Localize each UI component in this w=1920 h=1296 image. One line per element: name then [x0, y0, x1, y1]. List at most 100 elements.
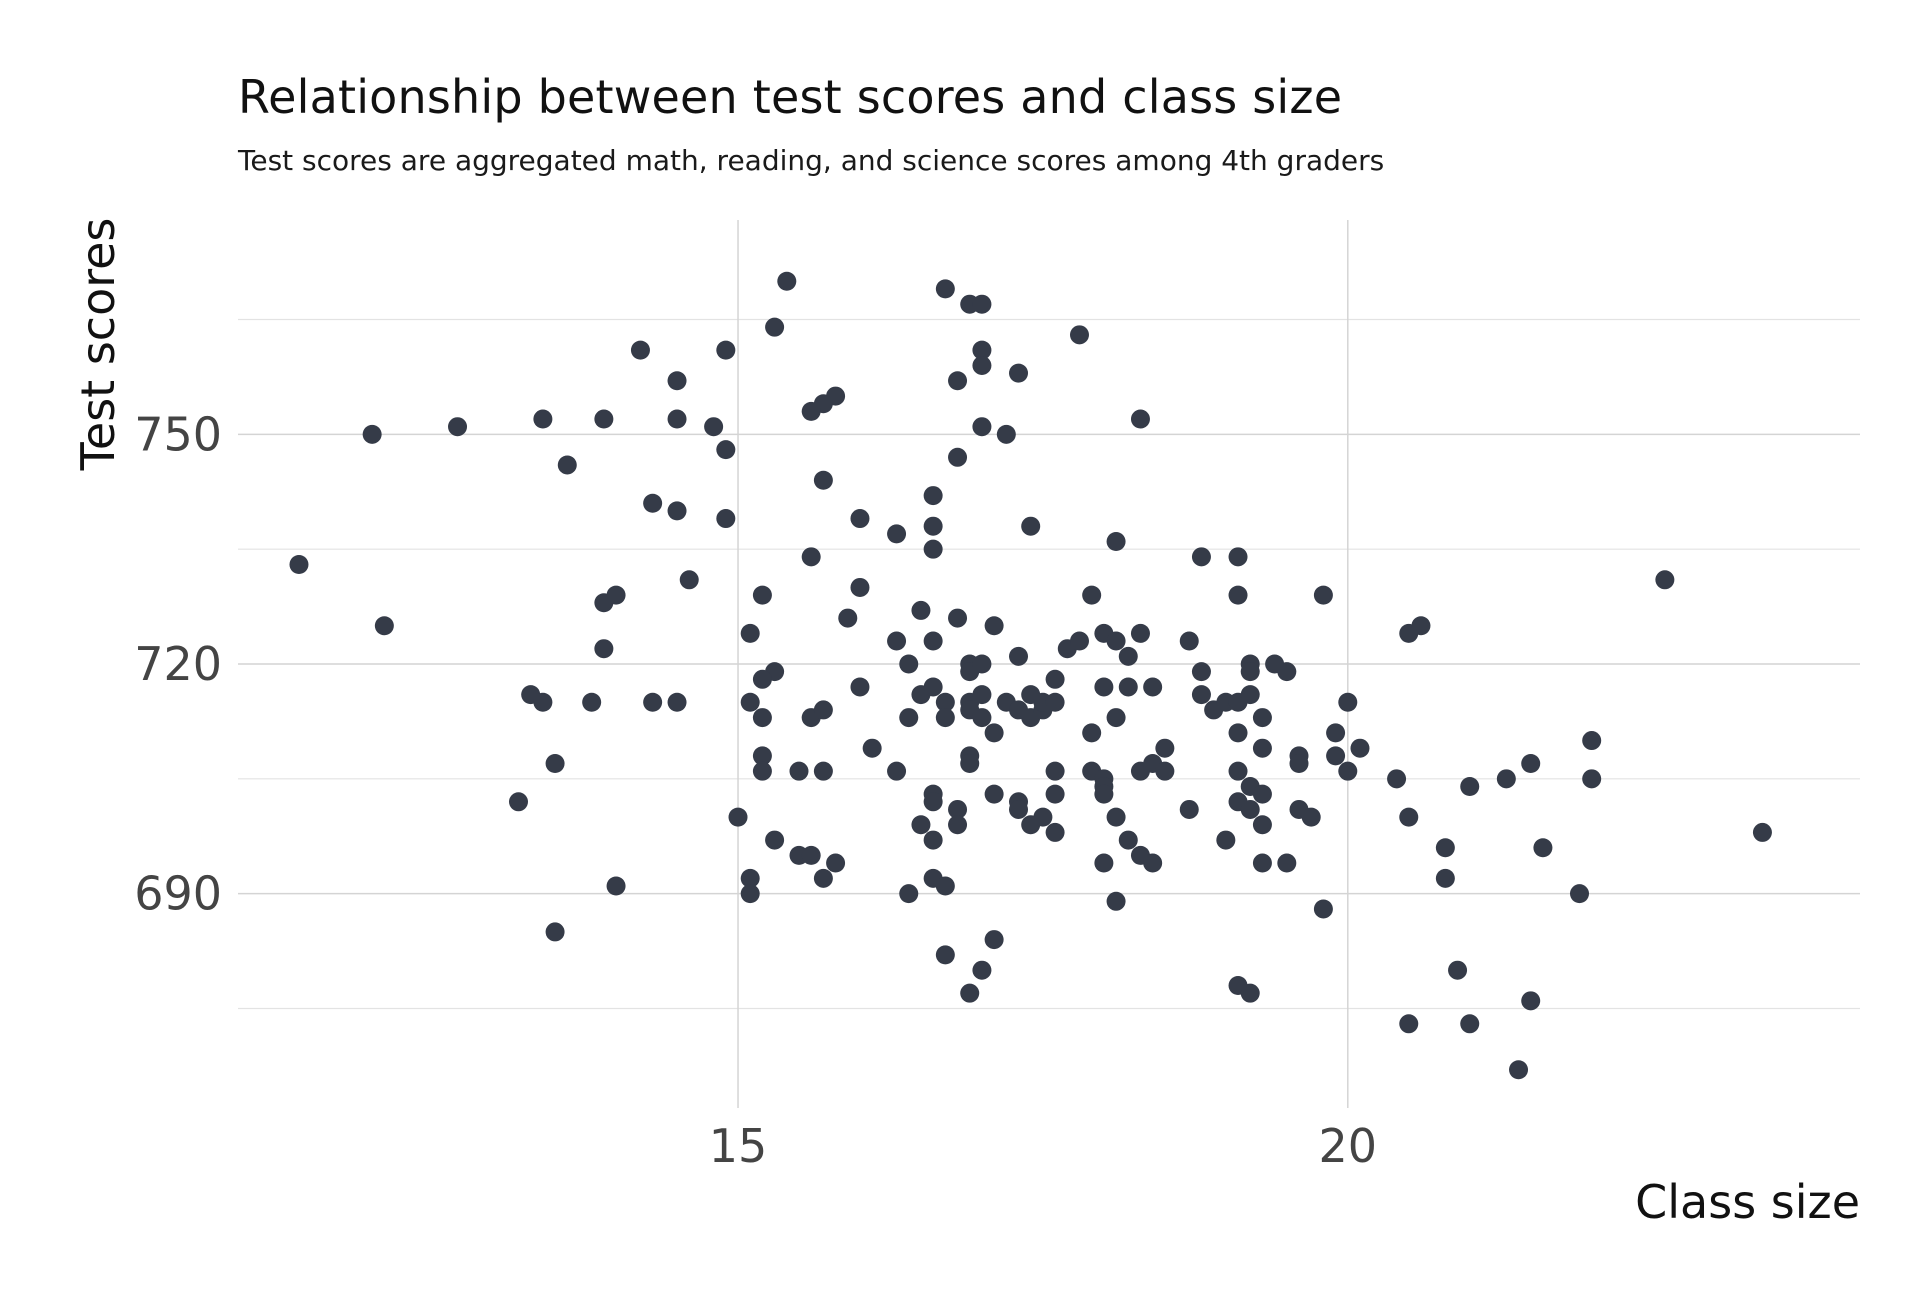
data-point	[1533, 838, 1553, 858]
data-point	[1521, 991, 1541, 1011]
data-point	[740, 692, 760, 712]
data-point	[826, 853, 846, 873]
data-point	[1313, 585, 1333, 605]
data-point	[1179, 631, 1199, 651]
data-point	[948, 371, 968, 391]
data-point	[1009, 799, 1029, 819]
data-point	[1191, 685, 1211, 705]
data-point	[643, 493, 663, 513]
data-point	[972, 708, 992, 728]
data-point	[1082, 585, 1102, 605]
data-point	[752, 761, 772, 781]
data-point	[911, 815, 931, 835]
data-point	[533, 409, 553, 429]
y-tick-label: 750	[134, 407, 222, 461]
data-point	[716, 509, 736, 529]
data-point	[984, 723, 1004, 743]
data-point	[1350, 738, 1370, 758]
data-point	[1326, 723, 1346, 743]
data-point	[606, 876, 626, 896]
data-point	[789, 761, 809, 781]
data-point	[1435, 868, 1455, 888]
data-point	[813, 470, 833, 490]
data-point	[838, 608, 858, 628]
data-point	[1240, 983, 1260, 1003]
data-point	[1130, 409, 1150, 429]
data-point	[984, 616, 1004, 636]
data-point	[1460, 1014, 1480, 1034]
data-point	[1521, 754, 1541, 774]
data-point	[1045, 822, 1065, 842]
data-point	[667, 692, 687, 712]
data-point	[1106, 631, 1126, 651]
data-point	[545, 922, 565, 942]
data-point	[972, 654, 992, 674]
data-point	[1094, 677, 1114, 697]
data-point	[1301, 807, 1321, 827]
data-point	[752, 585, 772, 605]
data-point	[1009, 363, 1029, 383]
data-point	[996, 424, 1016, 444]
data-point	[1228, 585, 1248, 605]
y-tick-label: 720	[134, 637, 222, 691]
data-point	[1289, 754, 1309, 774]
data-point	[1069, 325, 1089, 345]
data-point	[362, 424, 382, 444]
data-point	[716, 440, 736, 460]
data-point	[972, 294, 992, 314]
data-point	[972, 355, 992, 375]
data-point	[923, 792, 943, 812]
data-point	[948, 447, 968, 467]
data-point	[582, 692, 602, 712]
data-point	[923, 631, 943, 651]
y-axis-title: Test scores	[71, 218, 125, 472]
x-tick-label: 20	[1319, 1119, 1378, 1173]
y-tick-label: 690	[134, 867, 222, 921]
data-point	[1106, 891, 1126, 911]
data-point	[557, 455, 577, 475]
data-point	[545, 754, 565, 774]
data-point	[1252, 784, 1272, 804]
data-point	[923, 677, 943, 697]
data-point	[972, 417, 992, 437]
data-point	[374, 616, 394, 636]
data-point	[1228, 547, 1248, 567]
data-point	[667, 371, 687, 391]
data-point	[533, 692, 553, 712]
data-point	[1240, 662, 1260, 682]
data-point	[594, 639, 614, 659]
data-point	[887, 761, 907, 781]
data-point	[1021, 815, 1041, 835]
data-point	[643, 692, 663, 712]
data-point	[1411, 616, 1431, 636]
data-point	[1009, 646, 1029, 666]
data-point	[1277, 662, 1297, 682]
y-tick-labels: 690 720 750	[134, 407, 222, 920]
data-point	[1106, 807, 1126, 827]
data-point	[960, 983, 980, 1003]
data-point	[1130, 623, 1150, 643]
data-points	[289, 271, 1772, 1080]
data-point	[801, 547, 821, 567]
data-point	[1240, 799, 1260, 819]
data-point	[765, 830, 785, 850]
chart-title: Relationship between test scores and cla…	[238, 70, 1343, 124]
data-point	[899, 654, 919, 674]
data-point	[935, 876, 955, 896]
data-point	[935, 708, 955, 728]
data-point	[972, 340, 992, 360]
data-point	[1143, 853, 1163, 873]
data-point	[289, 554, 309, 574]
data-point	[1228, 761, 1248, 781]
data-point	[1143, 677, 1163, 697]
data-point	[728, 807, 748, 827]
data-point	[777, 271, 797, 291]
x-tick-labels: 15 20	[709, 1119, 1377, 1173]
data-point	[1509, 1060, 1529, 1080]
data-point	[1399, 807, 1419, 827]
x-tick-label: 15	[709, 1119, 768, 1173]
data-point	[1045, 692, 1065, 712]
data-point	[935, 945, 955, 965]
data-point	[1069, 631, 1089, 651]
data-point	[935, 692, 955, 712]
